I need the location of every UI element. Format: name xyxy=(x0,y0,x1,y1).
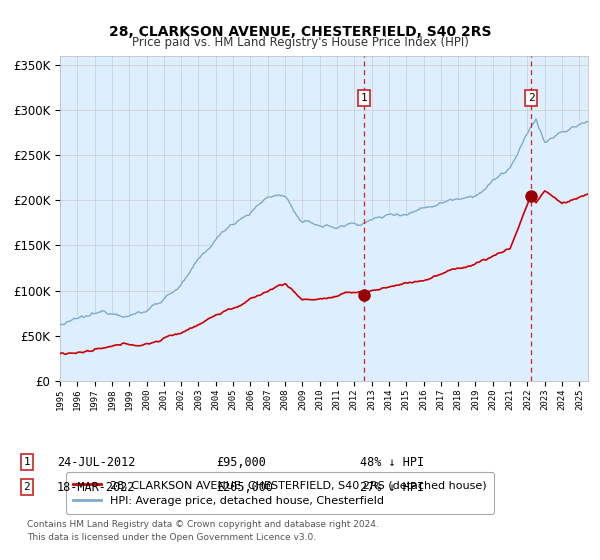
Text: £205,000: £205,000 xyxy=(216,480,273,494)
Text: This data is licensed under the Open Government Licence v3.0.: This data is licensed under the Open Gov… xyxy=(27,533,316,542)
Text: 18-MAR-2022: 18-MAR-2022 xyxy=(57,480,136,494)
Text: 24-JUL-2012: 24-JUL-2012 xyxy=(57,455,136,469)
Text: £95,000: £95,000 xyxy=(216,455,266,469)
Text: 2: 2 xyxy=(23,482,31,492)
Text: Price paid vs. HM Land Registry's House Price Index (HPI): Price paid vs. HM Land Registry's House … xyxy=(131,36,469,49)
Text: 27% ↓ HPI: 27% ↓ HPI xyxy=(360,480,424,494)
Text: 2: 2 xyxy=(527,93,535,103)
Text: Contains HM Land Registry data © Crown copyright and database right 2024.: Contains HM Land Registry data © Crown c… xyxy=(27,520,379,529)
Text: 1: 1 xyxy=(361,93,367,103)
Legend: 28, CLARKSON AVENUE, CHESTERFIELD, S40 2RS (detached house), HPI: Average price,: 28, CLARKSON AVENUE, CHESTERFIELD, S40 2… xyxy=(65,473,494,514)
Text: 1: 1 xyxy=(23,457,31,467)
Text: 48% ↓ HPI: 48% ↓ HPI xyxy=(360,455,424,469)
Text: 28, CLARKSON AVENUE, CHESTERFIELD, S40 2RS: 28, CLARKSON AVENUE, CHESTERFIELD, S40 2… xyxy=(109,25,491,39)
